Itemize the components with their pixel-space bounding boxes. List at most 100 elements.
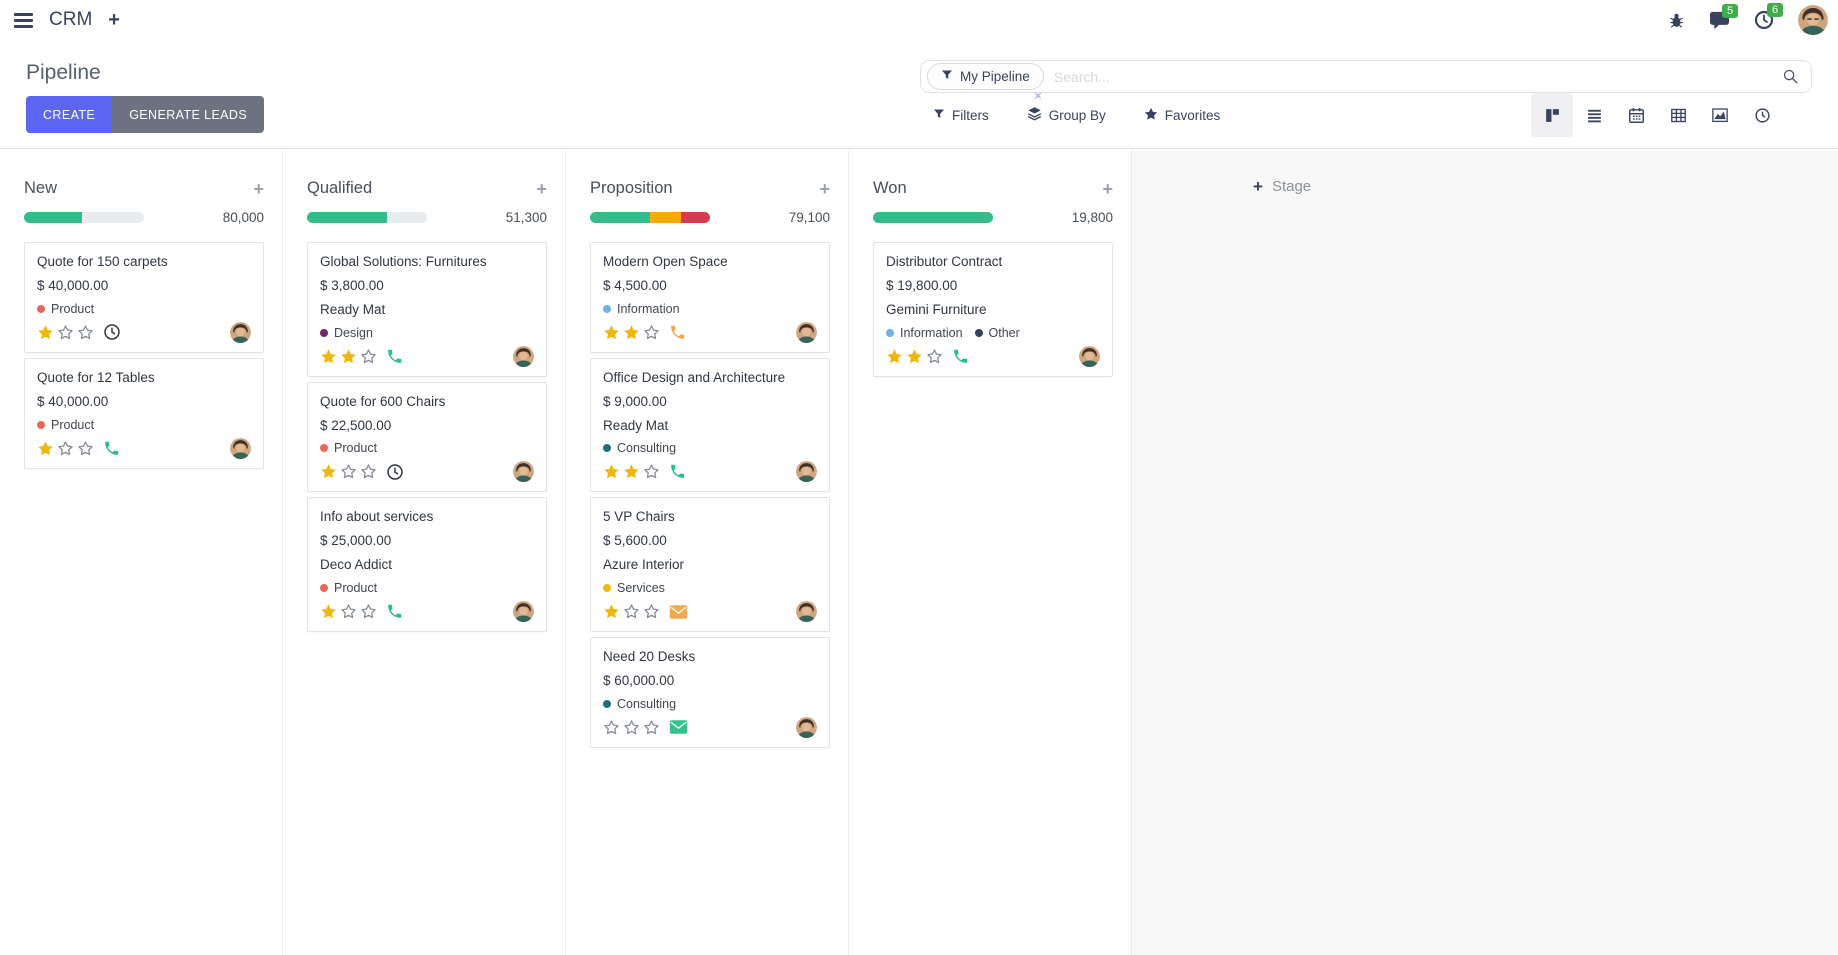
phone-activity-icon[interactable] <box>386 603 403 620</box>
kanban-view-button[interactable] <box>1531 93 1573 137</box>
salesperson-avatar[interactable] <box>796 601 817 622</box>
search-input[interactable]: Search... <box>1053 68 1110 85</box>
star-empty-icon[interactable] <box>623 719 640 736</box>
star-empty-icon[interactable] <box>643 324 660 341</box>
apps-menu-icon[interactable] <box>14 12 33 28</box>
debug-bug-icon[interactable] <box>1668 12 1685 29</box>
column-title[interactable]: Won <box>873 179 907 197</box>
add-record-icon[interactable]: + <box>1102 178 1113 199</box>
create-button[interactable]: CREATE <box>26 96 113 133</box>
search-bar[interactable]: My Pipeline × Search... <box>920 60 1812 103</box>
tag[interactable]: Product <box>320 441 377 455</box>
search-facet-my-pipeline[interactable]: My Pipeline <box>927 63 1044 90</box>
salesperson-avatar[interactable] <box>796 461 817 483</box>
star-empty-icon[interactable] <box>77 440 94 457</box>
column-title[interactable]: New <box>24 179 58 197</box>
star-empty-icon[interactable] <box>360 463 377 480</box>
add-stage-button[interactable]: + Stage <box>1253 178 1838 195</box>
star-filled-icon[interactable] <box>320 603 337 620</box>
tag[interactable]: Consulting <box>603 697 676 711</box>
star-filled-icon[interactable] <box>320 348 337 365</box>
kanban-card[interactable]: Info about services $ 25,000.00 Deco Add… <box>307 497 547 632</box>
tag[interactable]: Other <box>974 326 1020 340</box>
kanban-card[interactable]: Office Design and Architecture $ 9,000.0… <box>590 357 830 493</box>
kanban-card[interactable]: Global Solutions: Furnitures $ 3,800.00 … <box>307 242 547 377</box>
envelope-activity-icon[interactable] <box>669 604 688 620</box>
column-progressbar[interactable] <box>590 212 710 223</box>
star-empty-icon[interactable] <box>77 324 94 341</box>
tag[interactable]: Information <box>603 302 680 316</box>
column-title[interactable]: Proposition <box>590 179 673 197</box>
star-filled-icon[interactable] <box>320 463 337 480</box>
tag[interactable]: Product <box>37 418 94 432</box>
star-filled-icon[interactable] <box>886 348 903 365</box>
add-record-icon[interactable]: + <box>253 178 264 199</box>
activity-view-button[interactable] <box>1741 93 1783 137</box>
pivot-view-button[interactable] <box>1657 93 1699 137</box>
star-filled-icon[interactable] <box>603 463 620 480</box>
phone-activity-icon[interactable] <box>669 463 686 480</box>
group-by-menu[interactable]: Group By <box>1027 106 1106 124</box>
clock-activity-icon[interactable] <box>103 323 121 341</box>
star-empty-icon[interactable] <box>623 603 640 620</box>
salesperson-avatar[interactable] <box>230 321 251 343</box>
tag[interactable]: Consulting <box>603 441 676 455</box>
kanban-card[interactable]: Modern Open Space $ 4,500.00 Information <box>590 242 830 353</box>
app-name[interactable]: CRM <box>49 9 93 30</box>
star-filled-icon[interactable] <box>623 324 640 341</box>
tag[interactable]: Product <box>37 302 94 316</box>
star-filled-icon[interactable] <box>906 348 923 365</box>
star-filled-icon[interactable] <box>603 603 620 620</box>
column-progressbar[interactable] <box>24 212 144 223</box>
star-filled-icon[interactable] <box>37 440 54 457</box>
star-empty-icon[interactable] <box>643 719 660 736</box>
tag[interactable]: Services <box>603 581 665 595</box>
star-empty-icon[interactable] <box>57 324 74 341</box>
star-filled-icon[interactable] <box>37 324 54 341</box>
kanban-card[interactable]: Quote for 12 Tables $ 40,000.00 Product <box>24 357 264 469</box>
envelope-activity-icon[interactable] <box>669 719 688 735</box>
salesperson-avatar[interactable] <box>1079 345 1100 367</box>
clock-activity-icon[interactable] <box>386 463 404 481</box>
phone-activity-icon[interactable] <box>952 348 969 365</box>
star-empty-icon[interactable] <box>643 463 660 480</box>
kanban-card[interactable]: 5 VP Chairs $ 5,600.00 Azure Interior Se… <box>590 497 830 632</box>
new-tab-icon[interactable]: + <box>108 9 120 31</box>
phone-activity-icon[interactable] <box>669 324 686 341</box>
generate-leads-button[interactable]: GENERATE LEADS <box>112 96 265 133</box>
add-record-icon[interactable]: + <box>819 178 830 199</box>
calendar-view-button[interactable] <box>1615 93 1657 137</box>
salesperson-avatar[interactable] <box>796 716 817 738</box>
star-empty-icon[interactable] <box>360 603 377 620</box>
messages-icon[interactable]: 5 <box>1709 3 1739 30</box>
star-empty-icon[interactable] <box>926 348 943 365</box>
salesperson-avatar[interactable] <box>230 437 251 459</box>
tag[interactable]: Information <box>886 326 963 340</box>
star-filled-icon[interactable] <box>603 324 620 341</box>
add-record-icon[interactable]: + <box>536 178 547 199</box>
tag[interactable]: Design <box>320 326 373 340</box>
phone-activity-icon[interactable] <box>103 440 120 457</box>
kanban-card[interactable]: Need 20 Desks $ 60,000.00 Consulting <box>590 637 830 748</box>
tag[interactable]: Product <box>320 581 377 595</box>
salesperson-avatar[interactable] <box>513 345 534 367</box>
favorites-menu[interactable]: Favorites <box>1144 107 1220 124</box>
star-filled-icon[interactable] <box>340 348 357 365</box>
star-empty-icon[interactable] <box>340 463 357 480</box>
remove-facet-icon[interactable]: × <box>1034 88 1042 103</box>
star-empty-icon[interactable] <box>57 440 74 457</box>
star-empty-icon[interactable] <box>340 603 357 620</box>
star-filled-icon[interactable] <box>623 463 640 480</box>
activities-clock-icon[interactable]: 6 <box>1754 3 1784 30</box>
salesperson-avatar[interactable] <box>513 601 534 622</box>
search-icon[interactable] <box>1782 68 1799 85</box>
star-empty-icon[interactable] <box>603 719 620 736</box>
column-title[interactable]: Qualified <box>307 179 373 197</box>
filters-menu[interactable]: Filters <box>933 108 989 123</box>
list-view-button[interactable] <box>1573 93 1615 137</box>
column-progressbar[interactable] <box>307 212 427 223</box>
star-empty-icon[interactable] <box>643 603 660 620</box>
graph-view-button[interactable] <box>1699 93 1741 137</box>
kanban-card[interactable]: Quote for 150 carpets $ 40,000.00 Produc… <box>24 242 264 353</box>
kanban-card[interactable]: Quote for 600 Chairs $ 22,500.00 Product <box>307 381 547 493</box>
